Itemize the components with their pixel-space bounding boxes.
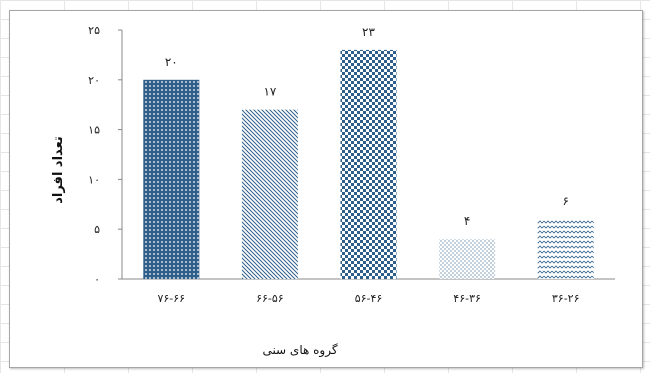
chart-area[interactable] xyxy=(9,10,643,368)
y-tick-label: ۲۵ xyxy=(88,24,100,37)
x-category-label: ۵۶-۴۶ xyxy=(355,292,383,305)
y-axis-title: تعداد افراد xyxy=(51,136,66,204)
y-tick-label: ۵ xyxy=(94,223,100,236)
y-tick-label: ۱۵ xyxy=(88,124,100,137)
data-label: ۲۰ xyxy=(165,55,178,69)
bar xyxy=(537,219,594,279)
x-axis-title: گروه های سنی xyxy=(262,343,337,358)
bar xyxy=(241,109,298,280)
data-label: ۴ xyxy=(464,214,470,228)
x-category-label: ۶۶-۵۶ xyxy=(256,292,284,305)
x-category-label: ۴۶-۳۶ xyxy=(453,292,481,305)
bar xyxy=(340,49,397,279)
bar xyxy=(143,79,200,279)
bar xyxy=(439,239,496,279)
x-category-label: ۳۶-۲۶ xyxy=(552,292,580,305)
data-label: ۲۳ xyxy=(362,25,375,39)
y-tick-label: ۰ xyxy=(94,273,100,286)
y-tick-label: ۲۰ xyxy=(88,74,100,87)
data-label: ۶ xyxy=(562,194,568,208)
y-tick-label: ۱۰ xyxy=(88,173,100,186)
data-label: ۱۷ xyxy=(263,85,276,99)
x-category-label: ۷۶-۶۶ xyxy=(157,292,185,305)
